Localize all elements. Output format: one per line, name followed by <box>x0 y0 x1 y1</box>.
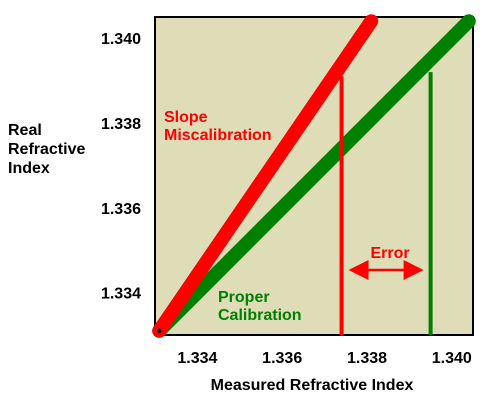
series-label-proper-calibration-line-2: Calibration <box>218 307 302 324</box>
origin-point <box>157 328 162 333</box>
x-tick-label: 1.338 <box>347 350 387 367</box>
series-label-proper-calibration-line-1: Proper <box>218 289 270 306</box>
x-tick-label: 1.340 <box>432 350 472 367</box>
series-label-slope-miscalibration: Slope Miscalibration <box>164 109 272 144</box>
series-layer <box>152 14 476 338</box>
series-label-slope-miscalibration-line-1: Slope <box>164 109 208 126</box>
y-tick-label: 1.336 <box>101 201 141 218</box>
x-tick-label: 1.336 <box>262 350 302 367</box>
y-axis-label: Real Refractive Index <box>8 122 90 177</box>
series-label-proper-calibration: Proper Calibration <box>218 289 302 324</box>
y-axis-label-line-2: Refractive <box>8 141 85 158</box>
x-tick-label: 1.334 <box>177 350 217 367</box>
slope-miscalibration-line <box>152 14 379 338</box>
proper-calibration-line <box>152 14 476 338</box>
x-axis-label: Measured Refractive Index <box>211 377 414 394</box>
y-tick-label: 1.334 <box>101 286 141 303</box>
y-axis-label-line-3: Index <box>8 160 50 177</box>
y-axis-label-line-1: Real <box>8 122 42 139</box>
y-axis-tick-labels: 1.334 1.336 1.338 1.340 <box>101 31 141 302</box>
y-tick-label: 1.340 <box>101 31 141 48</box>
series-label-slope-miscalibration-line-2: Miscalibration <box>164 127 272 144</box>
y-tick-label: 1.338 <box>101 116 141 133</box>
reference-lines-layer <box>339 72 433 335</box>
x-axis-tick-labels: 1.334 1.336 1.338 1.340 <box>177 350 472 367</box>
error-annotation-label: Error <box>370 245 409 262</box>
